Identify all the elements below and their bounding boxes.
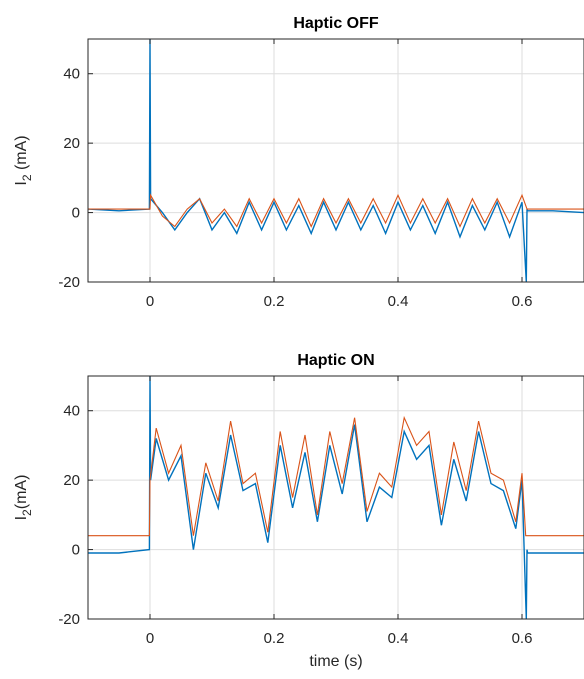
x-tick-label: 0 [146,293,154,310]
chart-title: Haptic ON [297,352,374,369]
y-tick-label: 20 [63,135,80,152]
y-axis-label: I2(mA) [13,475,34,521]
chart-title: Haptic OFF [293,15,379,32]
x-tick-label: 0.4 [388,293,409,310]
x-tick-label: 0.2 [264,293,285,310]
y-label-unit: (mA) [13,475,30,510]
y-tick-label: 20 [63,472,80,489]
axes-frame [87,375,584,620]
y-label-main: I [13,181,30,185]
axes-frame [87,38,584,283]
series-line-1 [88,39,584,282]
x-tick-label: 0.6 [512,293,533,310]
y-label-main: I [13,516,30,520]
y-tick-label: 40 [63,66,80,83]
y-tick-label: 0 [72,205,80,222]
y-label-unit: (mA) [13,135,30,174]
x-tick-label: 0.6 [512,630,533,647]
y-label-subscript: 2 [20,509,34,516]
panel-haptic-off: Haptic OFF I2 (mA) 0 0.2 0.4 0.6 -20 0 20 40 [13,15,584,310]
x-axis-label: time (s) [309,653,362,670]
x-tick-label: 0 [146,630,154,647]
y-axis-label: I2 (mA) [13,135,34,185]
series-group [88,39,584,282]
y-label-subscript: 2 [20,174,34,181]
gridlines [88,376,584,620]
panel-haptic-on: Haptic ON I2(mA) time (s) 0 0.2 0.4 0.6-200… [13,352,584,670]
y-tick-label: -20 [58,274,80,291]
y-tick-label: -20 [58,611,80,628]
series-line-1 [88,376,584,619]
x-tick-label: 0.2 [264,630,285,647]
x-tick-label: 0.4 [388,630,409,647]
series-group [88,376,584,619]
series-line-2 [88,193,584,228]
series-line-2 [88,415,584,537]
tick-labels: 0 0.2 0.4 0.6 -20 0 20 40 [58,376,532,647]
y-tick-label: 40 [63,403,80,420]
gridlines [88,39,584,283]
tick-labels: 0 0.2 0.4 0.6 -20 0 20 40 [58,39,532,310]
y-tick-label: 0 [72,542,80,559]
